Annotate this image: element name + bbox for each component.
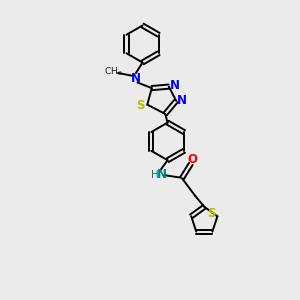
Text: N: N [157,168,166,181]
Text: S: S [207,207,216,220]
Text: H: H [151,169,159,180]
Text: O: O [188,153,197,166]
Text: S: S [136,99,145,112]
Text: N: N [177,94,187,107]
Text: N: N [170,79,180,92]
Text: CH$_3$: CH$_3$ [104,65,122,78]
Text: N: N [131,71,141,85]
